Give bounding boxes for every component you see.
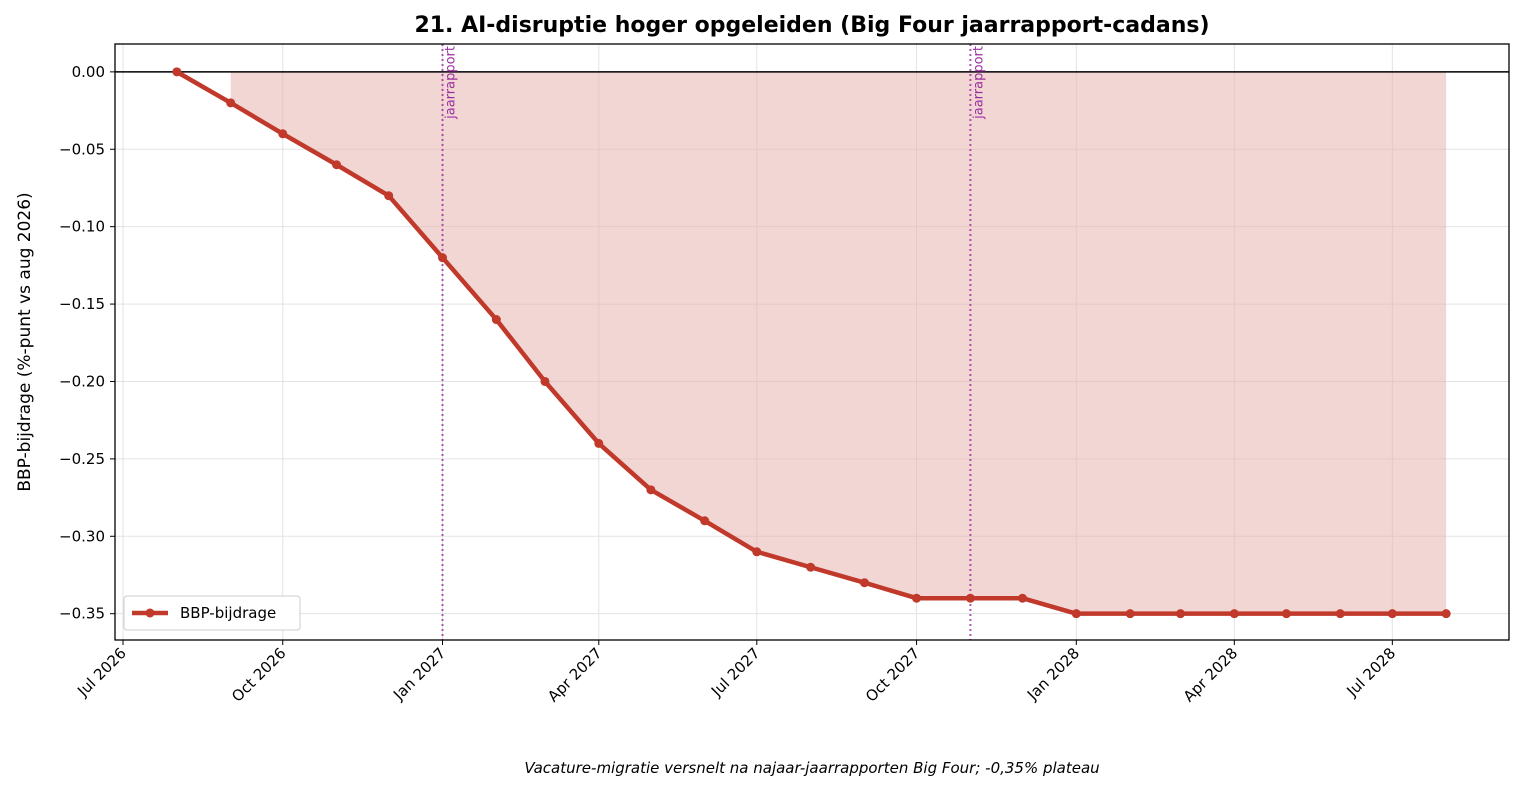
data-point: [540, 376, 550, 386]
plot-frame: [114, 43, 1510, 641]
data-point: [1017, 593, 1027, 603]
y-tick-label: −0.25: [59, 450, 105, 468]
data-point: [1281, 609, 1291, 619]
x-tick-label: Apr 2028: [1180, 644, 1241, 705]
data-point: [1387, 609, 1397, 619]
data-point: [646, 485, 656, 495]
x-tick-label: Jul 2027: [707, 644, 764, 701]
data-point: [226, 98, 236, 108]
y-tick-label: −0.35: [59, 605, 105, 623]
data-point: [965, 593, 975, 603]
data-point: [384, 191, 394, 201]
x-tick-label: Jul 2026: [73, 644, 130, 701]
x-tick-label: Oct 2026: [228, 644, 289, 705]
x-tick-label: Jul 2028: [1343, 644, 1400, 701]
data-point: [1441, 609, 1451, 619]
data-point: [1175, 609, 1185, 619]
data-point: [438, 253, 448, 263]
data-point: [1335, 609, 1345, 619]
data-point: [1071, 609, 1081, 619]
y-tick-label: −0.15: [59, 295, 105, 313]
x-tick-label: Oct 2027: [862, 644, 923, 705]
data-point: [859, 578, 869, 588]
data-point: [752, 547, 762, 557]
data-point: [594, 438, 604, 448]
y-tick-label: −0.30: [59, 527, 105, 545]
data-point: [278, 129, 288, 139]
legend-box: [123, 595, 301, 631]
y-tick-label: −0.05: [59, 140, 105, 158]
annotation-label: jaarrapport: [971, 46, 986, 120]
y-tick-label: −0.20: [59, 372, 105, 390]
y-tick-label: −0.10: [59, 218, 105, 236]
y-tick-label: 0.00: [72, 63, 105, 81]
data-point: [806, 562, 816, 572]
area-fill: [230, 71, 1447, 614]
chart-title: 21. AI-disruptie hoger opgeleiden (Big F…: [414, 13, 1209, 38]
footnote: Vacature-migratie versnelt na najaar-jaa…: [524, 759, 1099, 777]
x-tick-label: Jan 2027: [389, 644, 449, 704]
legend-marker: [145, 608, 155, 618]
y-axis-label: BBP-bijdrage (%-punt vs aug 2026): [15, 192, 35, 491]
data-point: [491, 315, 501, 325]
legend-label: BBP-bijdrage: [180, 604, 276, 622]
data-point: [172, 67, 182, 77]
data-point: [1229, 609, 1239, 619]
x-tick-label: Jan 2028: [1023, 644, 1083, 704]
annotation-label: jaarrapport: [444, 46, 459, 120]
data-point: [700, 516, 710, 526]
x-tick-label: Apr 2027: [544, 644, 605, 705]
data-point: [1125, 609, 1135, 619]
data-point: [332, 160, 342, 170]
data-point: [912, 593, 922, 603]
